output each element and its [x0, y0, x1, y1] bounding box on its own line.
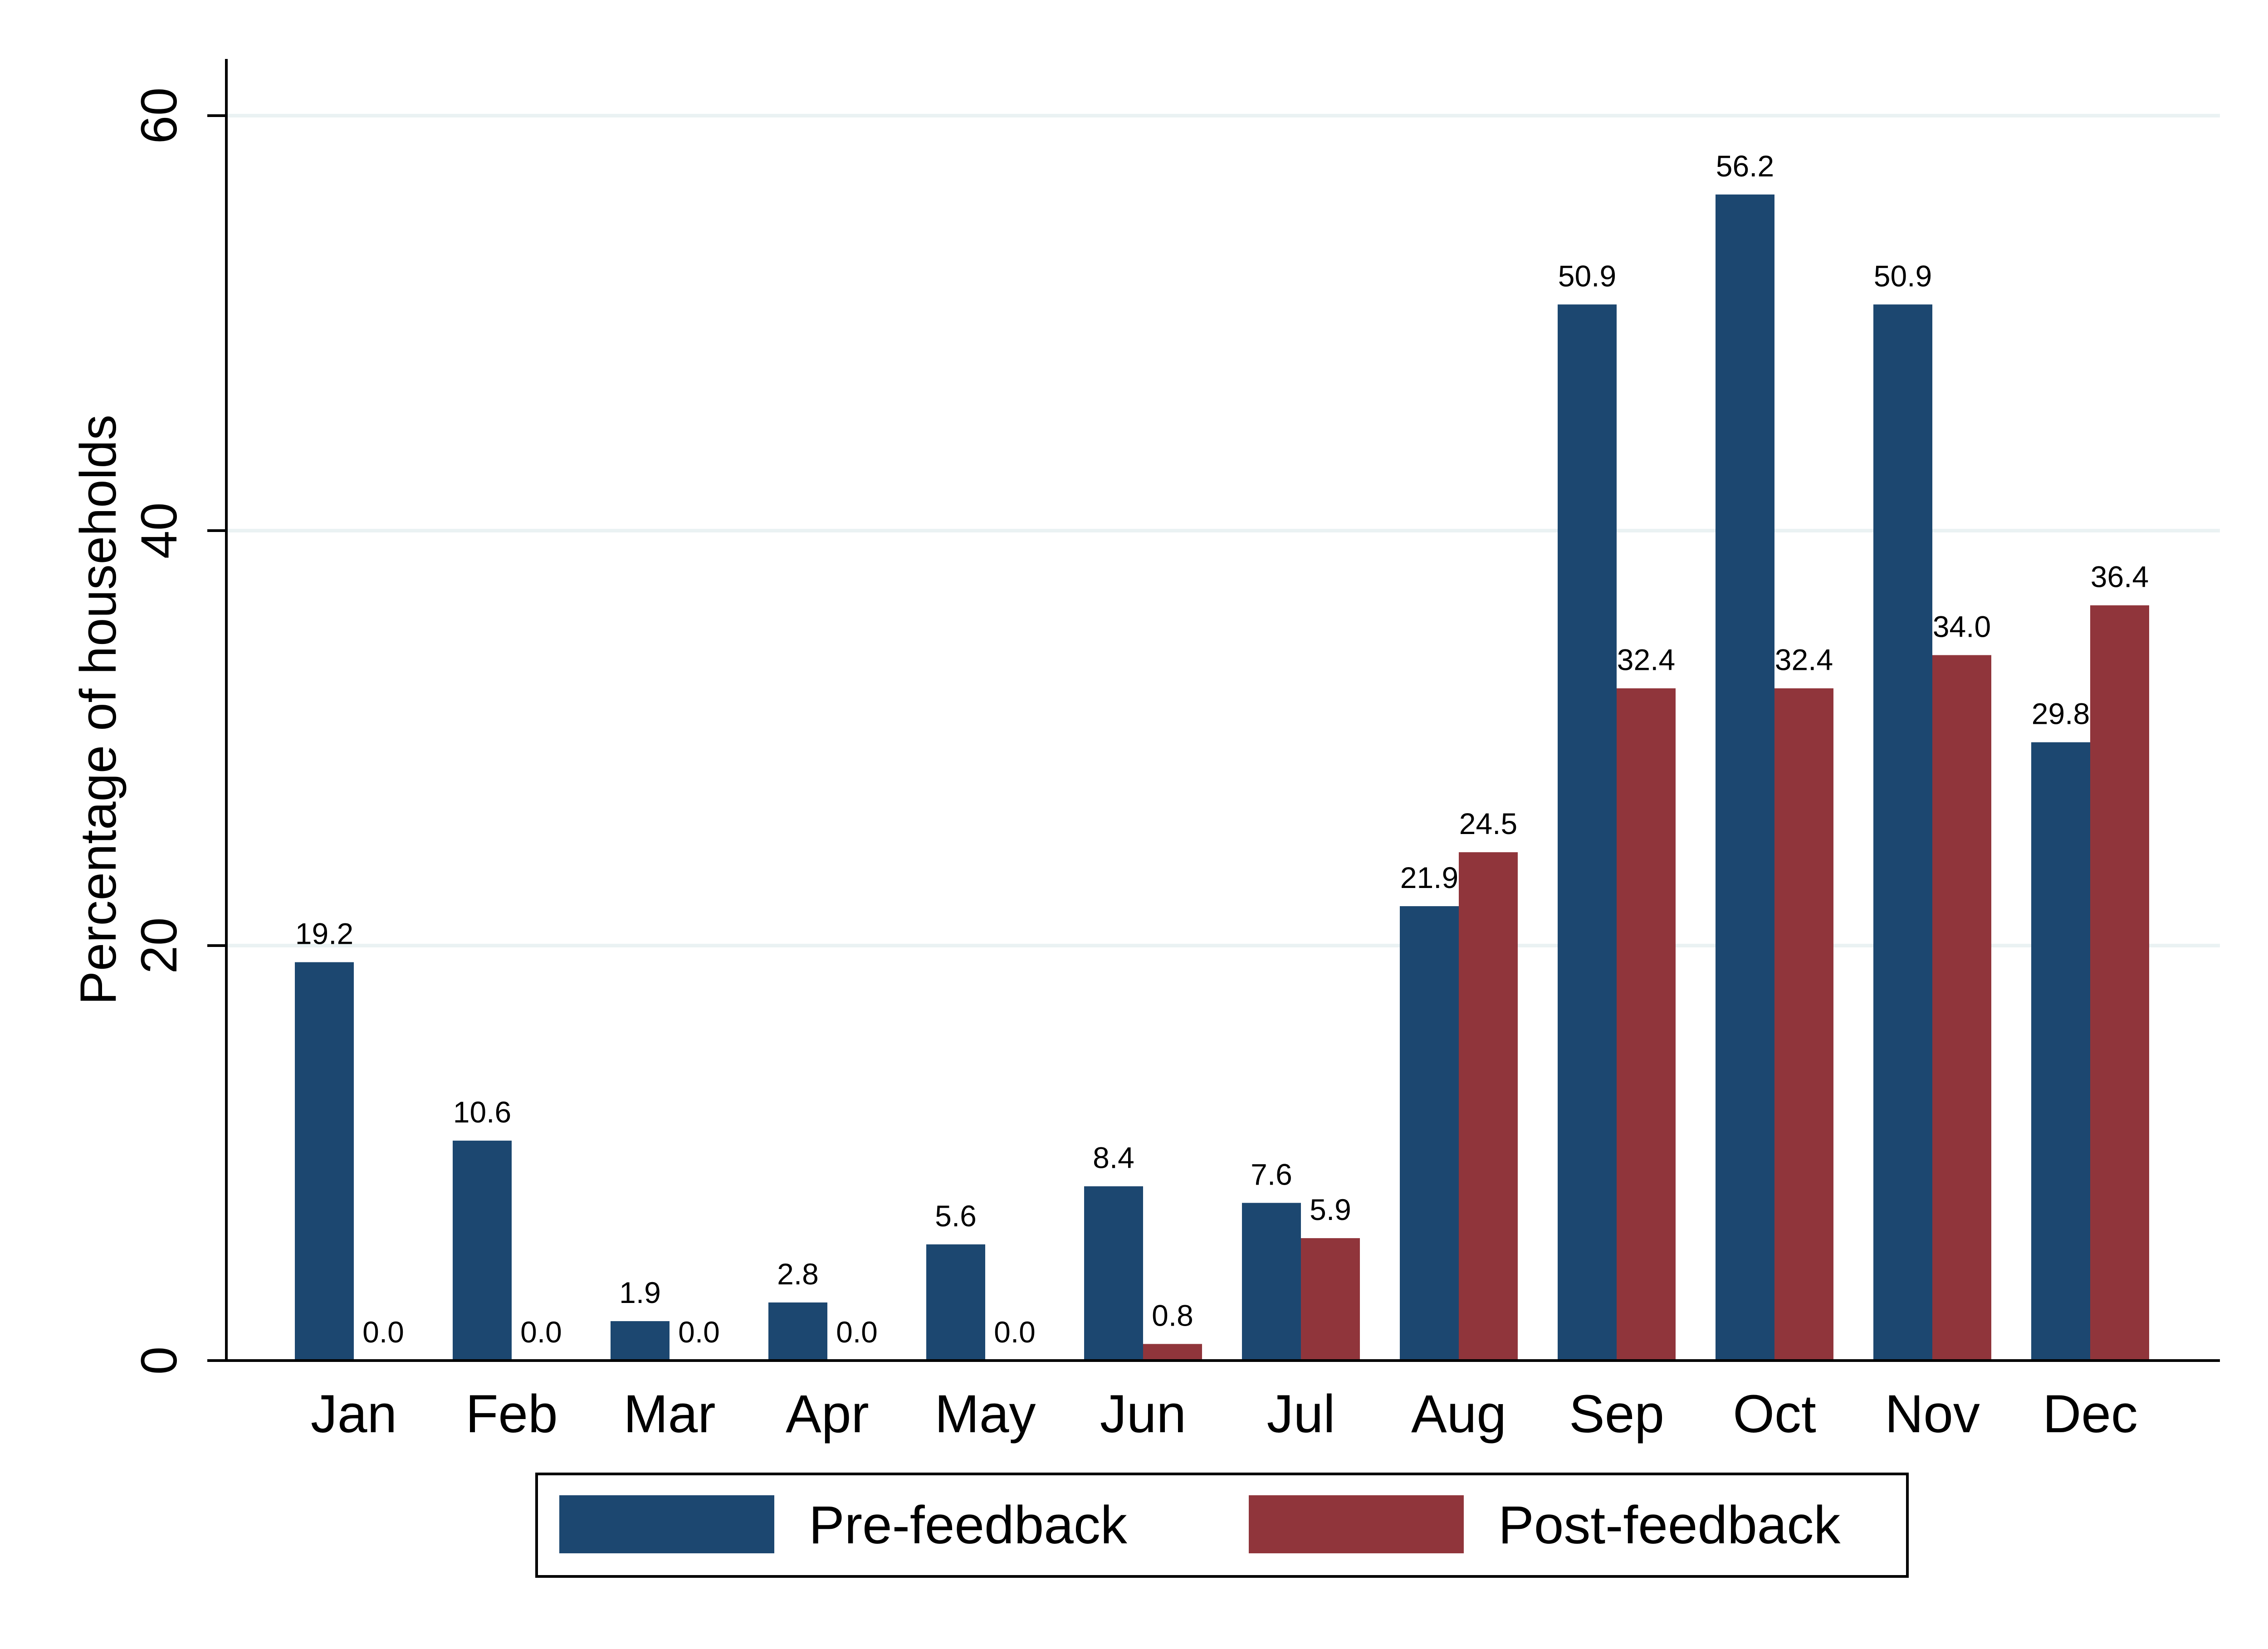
bar-pre-feedback-feb: [453, 1141, 512, 1361]
x-tick-label-jun: Jun: [1100, 1384, 1186, 1444]
legend-swatch-pre-feedback: [559, 1495, 774, 1553]
bar-post-feedback-aug: [1459, 852, 1518, 1361]
data-label-pre-feedback-apr: 2.8: [777, 1257, 819, 1291]
data-label-post-feedback-apr: 0.0: [836, 1315, 878, 1349]
data-label-post-feedback-oct: 32.4: [1775, 643, 1833, 677]
data-label-post-feedback-jan: 0.0: [362, 1315, 404, 1349]
y-tick-label-0: 0: [131, 1347, 187, 1375]
x-tick-label-may: May: [935, 1384, 1036, 1444]
x-tick-label-nov: Nov: [1885, 1384, 1980, 1444]
legend: Pre-feedback Post-feedback: [535, 1473, 1909, 1578]
bars: [295, 194, 2149, 1361]
data-label-post-feedback-jun: 0.8: [1152, 1298, 1193, 1332]
axes: [225, 59, 2220, 1362]
data-label-post-feedback-feb: 0.0: [520, 1315, 562, 1349]
x-tick-label-apr: Apr: [786, 1384, 869, 1444]
data-label-pre-feedback-dec: 29.8: [2032, 697, 2090, 731]
bar-pre-feedback-jul: [1242, 1203, 1301, 1361]
legend-label-pre-feedback: Pre-feedback: [809, 1495, 1128, 1555]
x-tick-label-mar: Mar: [623, 1384, 715, 1444]
data-label-pre-feedback-aug: 21.9: [1400, 861, 1458, 894]
legend-swatch-post-feedback: [1249, 1495, 1464, 1553]
bar-post-feedback-sep: [1617, 688, 1676, 1361]
x-tick-label-aug: Aug: [1411, 1384, 1506, 1444]
data-label-pre-feedback-jun: 8.4: [1093, 1141, 1134, 1175]
bar-pre-feedback-mar: [611, 1321, 670, 1361]
x-tick-label-jan: Jan: [311, 1384, 397, 1444]
x-tick-label-dec: Dec: [2043, 1384, 2138, 1444]
y-axis-label: Percentage of households: [70, 415, 127, 1005]
bar-post-feedback-oct: [1774, 688, 1833, 1361]
data-label-post-feedback-aug: 24.5: [1459, 807, 1517, 840]
data-labels: 19.2 0.0 10.6 0.0 1.9 0.0 2.8 0.0 5.6 0.0 8.4 0.8 7.…: [295, 149, 2149, 1349]
y-tick-label-60: 60: [131, 88, 187, 144]
bar-post-feedback-nov: [1932, 655, 1991, 1361]
data-label-post-feedback-may: 0.0: [994, 1315, 1036, 1349]
bar-pre-feedback-may: [926, 1244, 985, 1361]
x-tick-label-sep: Sep: [1569, 1384, 1664, 1444]
data-label-pre-feedback-sep: 50.9: [1558, 259, 1616, 293]
data-label-pre-feedback-oct: 56.2: [1716, 149, 1774, 183]
legend-label-post-feedback: Post-feedback: [1498, 1495, 1841, 1555]
data-label-pre-feedback-jul: 7.6: [1251, 1157, 1292, 1191]
bar-post-feedback-jun: [1143, 1344, 1202, 1361]
x-tick-label-jul: Jul: [1267, 1384, 1335, 1444]
data-label-pre-feedback-feb: 10.6: [453, 1095, 511, 1129]
y-ticks: 0 20 40 60: [131, 88, 226, 1375]
x-tick-label-oct: Oct: [1733, 1384, 1816, 1444]
bar-pre-feedback-aug: [1400, 906, 1459, 1361]
bar-pre-feedback-nov: [1873, 304, 1932, 1361]
data-label-pre-feedback-nov: 50.9: [1874, 259, 1932, 293]
x-ticks: Jan Feb Mar Apr May Jun Jul Aug Sep Oct Nov Dec: [311, 1384, 2138, 1444]
data-label-post-feedback-dec: 36.4: [2091, 560, 2149, 594]
bar-pre-feedback-dec: [2031, 742, 2090, 1361]
data-label-post-feedback-nov: 34.0: [1933, 610, 1991, 644]
bar-pre-feedback-apr: [768, 1302, 827, 1361]
bar-post-feedback-jul: [1301, 1238, 1360, 1361]
bar-pre-feedback-sep: [1558, 304, 1617, 1361]
data-label-pre-feedback-mar: 1.9: [619, 1276, 661, 1309]
data-label-post-feedback-sep: 32.4: [1617, 643, 1675, 677]
y-tick-label-40: 40: [131, 503, 187, 559]
bar-post-feedback-dec: [2090, 605, 2149, 1361]
data-label-post-feedback-mar: 0.0: [678, 1315, 720, 1349]
data-label-post-feedback-jul: 5.9: [1310, 1193, 1351, 1226]
data-label-pre-feedback-may: 5.6: [935, 1199, 977, 1233]
data-label-pre-feedback-jan: 19.2: [295, 917, 353, 951]
bar-pre-feedback-oct: [1716, 194, 1774, 1361]
bar-pre-feedback-jun: [1084, 1186, 1143, 1361]
y-tick-label-20: 20: [131, 917, 187, 974]
bar-pre-feedback-jan: [295, 962, 354, 1361]
x-tick-label-feb: Feb: [465, 1384, 557, 1444]
